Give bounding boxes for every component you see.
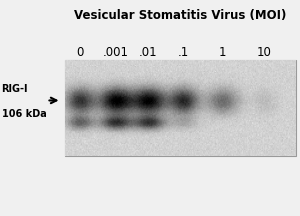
Text: 1: 1: [218, 46, 226, 59]
Text: .001: .001: [103, 46, 128, 59]
Text: Vesicular Stomatitis Virus (MOI): Vesicular Stomatitis Virus (MOI): [74, 9, 286, 22]
Text: 10: 10: [256, 46, 272, 59]
Text: 0: 0: [76, 46, 83, 59]
Bar: [64, 60, 296, 156]
Text: .1: .1: [177, 46, 189, 59]
Text: .01: .01: [139, 46, 158, 59]
Text: RIG-I: RIG-I: [2, 84, 28, 94]
Text: 106 kDa: 106 kDa: [2, 110, 46, 119]
